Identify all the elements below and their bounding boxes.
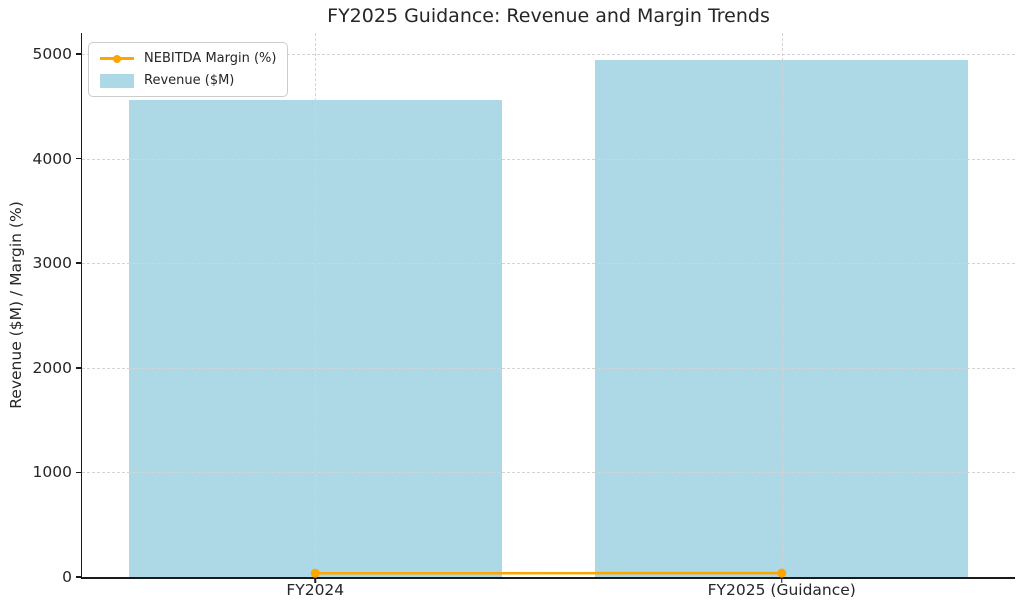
- line-marker-icon: [100, 52, 134, 66]
- legend-label-margin: NEBITDA Margin (%): [144, 51, 277, 66]
- y-axis-spine: [80, 33, 82, 579]
- gridline-horizontal: [82, 367, 1015, 369]
- gridline-vertical: [781, 33, 783, 577]
- revenue-bar: [595, 60, 969, 577]
- margin-line-layer: [310, 568, 787, 578]
- revenue-bar: [128, 99, 502, 577]
- gridline-vertical: [315, 33, 317, 577]
- gridline-horizontal: [82, 158, 1015, 160]
- y-tick-mark: [75, 262, 81, 264]
- y-tick-label: 5000: [32, 44, 72, 63]
- legend-item-revenue: Revenue ($M): [100, 73, 276, 88]
- bar-swatch-icon: [100, 73, 134, 88]
- x-tick-mark: [781, 578, 783, 583]
- x-tick-label: FY2025 (Guidance): [707, 581, 856, 599]
- legend-label-revenue: Revenue ($M): [144, 73, 235, 88]
- gridline-horizontal: [82, 263, 1015, 265]
- gridline-horizontal: [82, 472, 1015, 474]
- legend-dot-swatch: [113, 54, 121, 63]
- legend: NEBITDA Margin (%) Revenue ($M): [88, 42, 289, 97]
- y-tick-mark: [75, 576, 81, 578]
- y-tick-mark: [75, 471, 81, 474]
- chart-title: FY2025 Guidance: Revenue and Margin Tren…: [327, 5, 770, 27]
- y-tick-label: 2000: [32, 358, 72, 377]
- y-tick-mark: [75, 53, 81, 55]
- y-tick-label: 4000: [32, 149, 72, 168]
- x-axis-spine: [80, 577, 1015, 579]
- legend-item-margin: NEBITDA Margin (%): [100, 51, 276, 66]
- margin-marker-icon: [310, 568, 320, 578]
- y-tick-label: 3000: [32, 254, 72, 273]
- y-tick-mark: [75, 157, 81, 160]
- y-tick-label: 1000: [32, 463, 72, 482]
- x-tick-mark: [314, 578, 316, 583]
- y-tick-mark: [75, 367, 81, 369]
- y-tick-label: 0: [62, 568, 72, 586]
- gridline-horizontal: [82, 53, 1015, 55]
- x-tick-label: FY2024: [286, 581, 345, 599]
- plot-area: [82, 33, 1015, 578]
- margin-marker-icon: [777, 568, 787, 578]
